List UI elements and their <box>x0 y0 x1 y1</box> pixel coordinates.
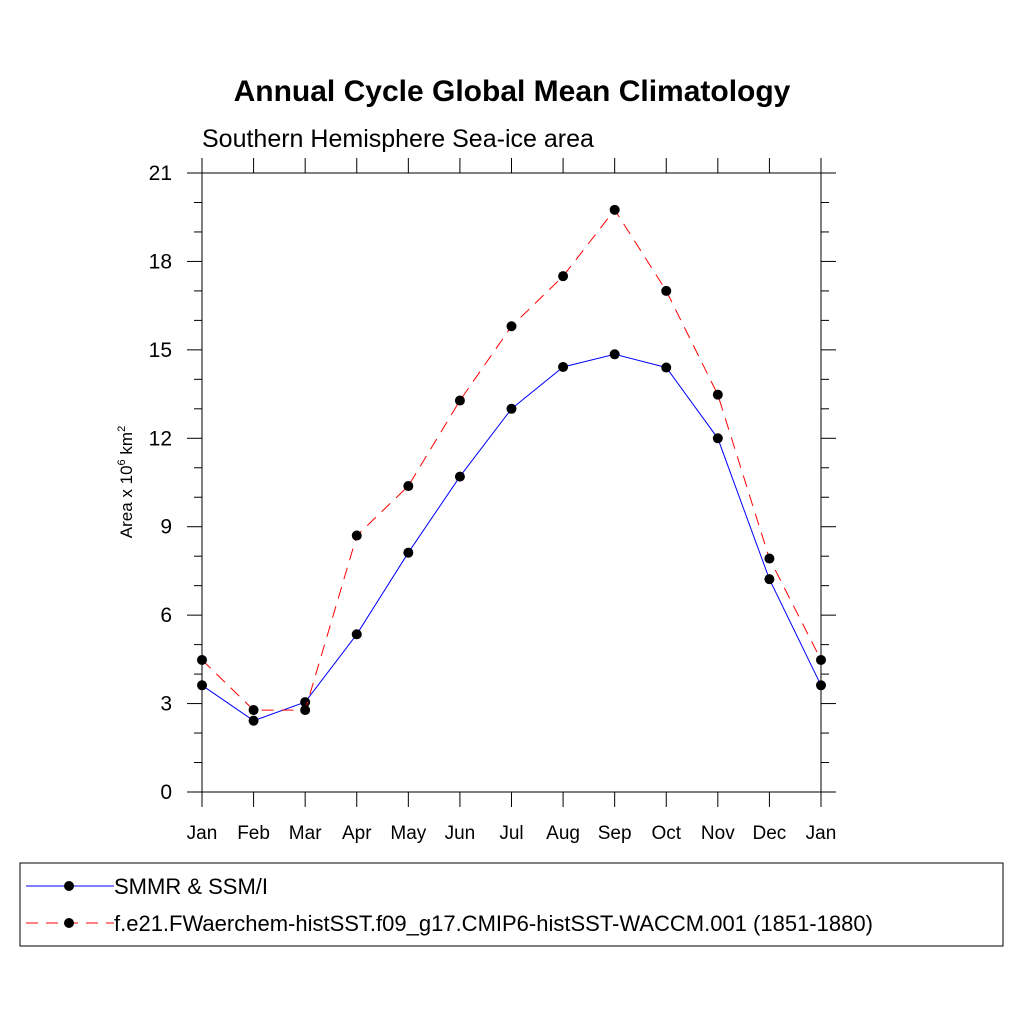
legend-entry-smmr: SMMR & SSM/I <box>26 874 268 899</box>
chart-title: Annual Cycle Global Mean Climatology <box>234 75 791 108</box>
data-point-1-1 <box>248 705 259 716</box>
data-point-1-8 <box>609 204 620 215</box>
legend-marker-smmr <box>64 881 74 891</box>
x-tick-label: Mar <box>289 823 322 844</box>
plot-area: 0 3 6 9 12 15 18 21 Jan Feb Mar Apr May Jun Jul Aug Sep O… <box>149 158 837 844</box>
legend-label-smmr: SMMR & SSM/I <box>114 874 268 899</box>
data-point-0-11 <box>764 574 775 585</box>
data-point-1-3 <box>351 530 362 541</box>
x-tick-label: Jan <box>187 823 218 844</box>
data-point-1-7 <box>558 271 569 282</box>
y-tick-label: 15 <box>149 339 172 362</box>
x-tick-label: May <box>390 823 426 844</box>
legend-entry-model: f.e21.FWaerchem-histSST.f09_g17.CMIP6-hi… <box>26 911 873 936</box>
data-point-1-12 <box>816 654 826 665</box>
data-point-0-12 <box>816 680 826 691</box>
data-point-1-9 <box>661 285 672 296</box>
data-point-0-10 <box>712 433 723 444</box>
chart-subtitle: Southern Hemisphere Sea-ice area <box>202 125 594 153</box>
x-tick-label: Feb <box>237 823 270 844</box>
data-point-1-5 <box>454 395 465 406</box>
x-tick-label: Sep <box>598 823 632 844</box>
series-layer <box>197 204 826 726</box>
data-point-1-11 <box>764 553 775 564</box>
data-point-0-2 <box>300 697 311 708</box>
data-point-0-5 <box>454 471 465 482</box>
series-1 <box>197 204 826 716</box>
data-point-0-3 <box>351 629 362 640</box>
series-line-1 <box>201 208 822 711</box>
x-tick-label: Oct <box>651 823 681 844</box>
y-tick-label: 12 <box>149 427 172 450</box>
x-tick-label: Jul <box>499 823 523 844</box>
data-point-0-7 <box>558 361 569 372</box>
y-tick-label: 6 <box>160 604 172 627</box>
data-point-1-10 <box>712 389 723 400</box>
data-point-0-1 <box>248 715 259 726</box>
x-tick-label: Jan <box>806 823 837 844</box>
data-point-0-0 <box>197 680 207 691</box>
x-tick-label: Dec <box>753 823 787 844</box>
x-tick-label: Jun <box>445 823 476 844</box>
data-point-0-8 <box>609 349 620 360</box>
data-point-0-4 <box>403 547 414 558</box>
y-tick-label: 21 <box>149 162 172 185</box>
y-tick-label: 0 <box>160 781 172 804</box>
y-tick-label: 18 <box>149 250 172 273</box>
data-point-1-4 <box>403 481 414 492</box>
series-0 <box>197 349 826 726</box>
data-point-1-6 <box>506 321 517 332</box>
y-axis-label: Area x 106 km2 <box>116 426 136 538</box>
legend-label-model: f.e21.FWaerchem-histSST.f09_g17.CMIP6-hi… <box>114 911 873 936</box>
legend-marker-model <box>64 918 74 928</box>
legend-box <box>19 862 1004 947</box>
data-point-0-6 <box>506 403 517 414</box>
plot-frame <box>201 172 822 793</box>
data-point-0-9 <box>661 362 672 373</box>
y-tick-label: 9 <box>160 516 172 539</box>
data-point-1-2 <box>300 705 311 716</box>
x-tick-label: Apr <box>342 823 372 844</box>
data-point-1-0 <box>197 654 207 665</box>
y-tick-label: 3 <box>160 693 172 716</box>
x-tick-label: Nov <box>701 823 735 844</box>
x-tick-label: Aug <box>546 823 580 844</box>
